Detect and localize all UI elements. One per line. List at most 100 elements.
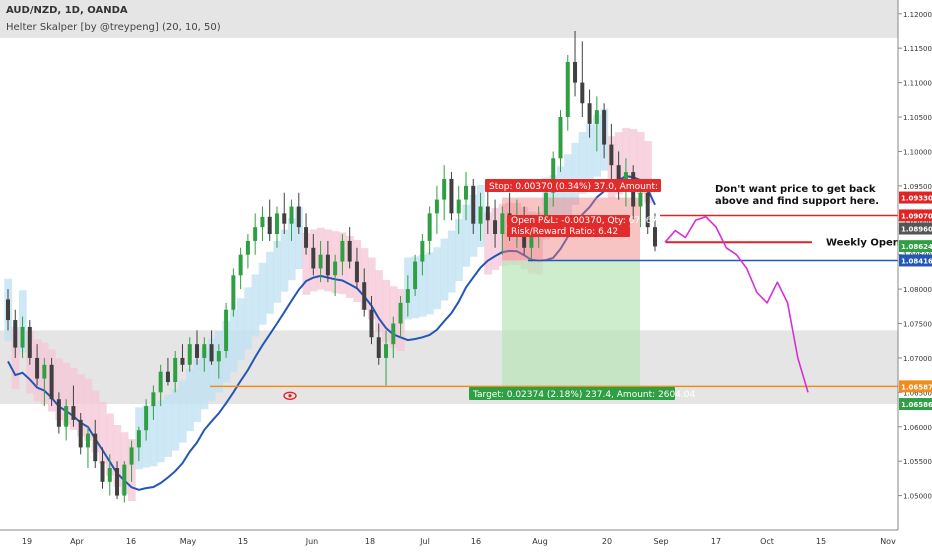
helter-band-31 <box>229 309 238 372</box>
candle-body-88 <box>645 192 650 228</box>
price-tag-box-4 <box>899 254 932 267</box>
candle-body-33 <box>245 240 250 255</box>
helter-band-27 <box>200 347 209 410</box>
candle-body-59 <box>434 199 439 214</box>
helter-band-58 <box>426 252 434 315</box>
candle-body-49 <box>362 282 367 310</box>
x-tick-label-0: 19 <box>22 537 32 546</box>
candle-body-58 <box>427 213 432 241</box>
candle-body-16 <box>122 464 127 496</box>
candle-body-47 <box>347 240 352 262</box>
candle-body-12 <box>93 433 98 462</box>
y-tick-label-4: 1.07000 <box>903 355 932 363</box>
price-tag-box-5 <box>899 380 932 393</box>
x-tick-label-3: May <box>180 537 197 546</box>
candle-body-0 <box>6 299 10 321</box>
price-tag-label-1: 1.09070 <box>901 212 932 220</box>
x-tick-label-14: 15 <box>816 537 826 546</box>
x-tick-label-7: Jul <box>419 537 430 546</box>
candle-body-53 <box>391 323 396 345</box>
candle-body-79 <box>580 82 585 104</box>
candle-body-52 <box>384 344 389 358</box>
x-tick-label-15: Nov <box>880 537 896 546</box>
candle-body-25 <box>187 344 192 365</box>
price-tag-label-4: 1.08416 <box>901 257 932 265</box>
candle-body-34 <box>253 227 258 241</box>
helter-band-34 <box>251 274 260 337</box>
candle-body-68 <box>500 213 505 235</box>
pnl-info-label: Open P&L: -0.00370, Qty: 67567 <box>511 216 657 226</box>
helter-band-78 <box>571 142 580 205</box>
helter-band-51 <box>375 270 383 333</box>
y-tick-label-10: 1.10000 <box>903 148 932 156</box>
candle-body-76 <box>558 117 563 159</box>
candle-body-77 <box>565 61 570 118</box>
y-axis-bg <box>898 0 932 550</box>
helter-band-11 <box>84 378 93 441</box>
candle-body-30 <box>224 309 229 352</box>
candle-body-44 <box>325 254 330 276</box>
price-tag-label-3: 1.08624 <box>901 243 932 251</box>
y-tick-label-0: 1.05000 <box>903 493 932 501</box>
x-tick-label-2: 16 <box>126 537 136 546</box>
candle-body-6 <box>49 364 54 400</box>
helter-band-39 <box>287 218 296 281</box>
candle-body-7 <box>56 399 61 427</box>
projection-path <box>664 216 809 393</box>
rr-info-box <box>507 226 630 237</box>
helter-band-36 <box>266 251 274 314</box>
stop-info-label: Stop: 0.00370 (0.34%) 37.0, Amount: 405.… <box>489 182 698 192</box>
target-info-label: Target: 0.02374 (2.18%) 237.4, Amount: 2… <box>472 390 696 400</box>
helter-band-33 <box>244 287 253 350</box>
helter-band-88 <box>644 141 652 204</box>
price-tag-box-3 <box>899 240 932 253</box>
weekly-open-text: Weekly Open <box>826 237 900 248</box>
helter-band-14 <box>106 413 114 476</box>
y-tick-label-6: 1.08000 <box>903 286 932 294</box>
candle-body-26 <box>195 344 200 358</box>
note-line-1: Don't want price to get back <box>715 184 876 195</box>
candle-body-2 <box>20 326 25 348</box>
candle-body-22 <box>165 371 170 383</box>
candle-body-11 <box>85 433 90 448</box>
candle-body-5 <box>42 364 47 379</box>
candle-body-54 <box>398 302 403 324</box>
candle-body-83 <box>609 144 614 166</box>
candle-body-42 <box>311 247 316 269</box>
candle-body-31 <box>231 275 236 310</box>
helter-band-86 <box>629 129 638 192</box>
candle-body-57 <box>420 240 425 262</box>
symbol-title: AUD/NZD, 1D, OANDA <box>6 5 128 16</box>
helter-band-66 <box>484 212 492 275</box>
candle-body-1 <box>13 320 18 348</box>
candle-body-89 <box>653 227 657 247</box>
candle-body-85 <box>623 172 628 186</box>
price-tag-box-2 <box>899 222 932 235</box>
candle-body-63 <box>463 185 468 200</box>
candle-body-84 <box>616 165 621 186</box>
price-tag-label-5: 1.06587 <box>901 383 932 391</box>
candle-body-56 <box>413 261 418 290</box>
zone-0 <box>0 0 898 38</box>
candle-body-15 <box>115 468 120 496</box>
candle-body-75 <box>551 158 556 193</box>
helter-band-79 <box>578 131 587 194</box>
candle-body-32 <box>238 254 243 276</box>
candle-body-38 <box>282 213 287 224</box>
candle-body-18 <box>136 430 141 448</box>
candle-body-9 <box>71 406 76 420</box>
helter-band-40 <box>295 207 303 270</box>
target-zone <box>502 260 640 387</box>
y-tick-label-9: 1.09500 <box>903 183 932 191</box>
candle-body-51 <box>376 337 381 358</box>
candle-body-60 <box>442 178 447 200</box>
candle-body-36 <box>267 216 272 235</box>
helter-band-25 <box>186 369 194 432</box>
candle-body-46 <box>340 240 345 262</box>
y-tick-label-3: 1.06500 <box>903 389 932 397</box>
candle-body-8 <box>64 406 69 427</box>
price-tag-label-6: 1.06586 <box>901 401 932 409</box>
candle-body-37 <box>274 213 279 235</box>
